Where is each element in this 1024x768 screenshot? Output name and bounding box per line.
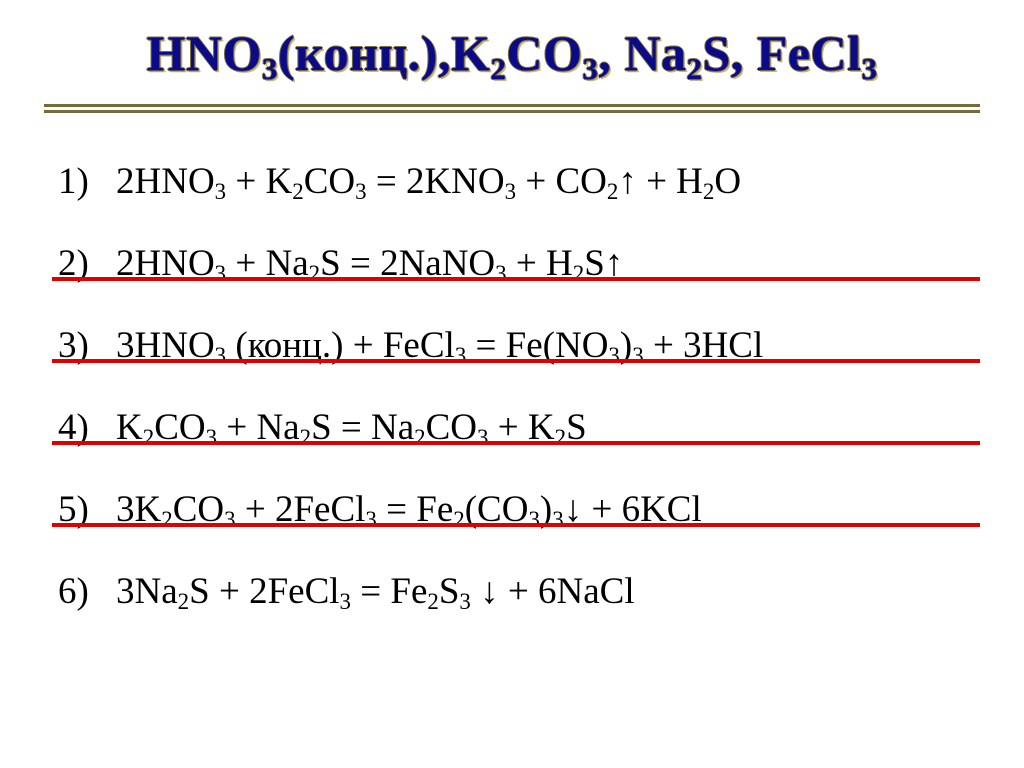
equation-text: K2CO3 + Na2S = Na2CO3 + K2S xyxy=(116,406,984,449)
equation-row: 3)3HNO3 (конц.) + FeCl3 = Fe(NO3)3 + 3HC… xyxy=(58,324,984,406)
equation-text: 3K2CO3 + 2FeCl3 = Fe2(CO3)3↓ + 6KCl xyxy=(116,488,984,531)
equation-number: 4) xyxy=(58,406,116,449)
equation-row: 5)3K2CO3 + 2FeCl3 = Fe2(CO3)3↓ + 6KCl xyxy=(58,488,984,570)
slide: HNO3(конц.),K2CO3, Na2S, FeCl3 1)2HNO3 +… xyxy=(0,0,1024,768)
equation-number: 6) xyxy=(58,570,116,613)
equation-row: 2)2HNO3 + Na2S = 2NaNO3 + H2S↑ xyxy=(58,242,984,324)
equation-text: 2HNO3 + K2CO3 = 2KNO3 + CO2↑ + H2O xyxy=(116,160,984,203)
equation-row: 1)2HNO3 + K2CO3 = 2KNO3 + CO2↑ + H2O xyxy=(58,160,984,242)
equation-number: 2) xyxy=(58,242,116,285)
equation-row: 4)K2CO3 + Na2S = Na2CO3 + K2S xyxy=(58,406,984,488)
equation-number: 3) xyxy=(58,324,116,367)
equation-text: 2HNO3 + Na2S = 2NaNO3 + H2S↑ xyxy=(116,242,984,285)
title-divider-top xyxy=(44,104,980,107)
equation-text: 3Na2S + 2FeCl3 = Fe2S3 ↓ + 6NaCl xyxy=(116,570,984,613)
slide-title-text: HNO3(конц.),K2CO3, Na2S, FeCl3 xyxy=(146,25,877,81)
equation-text: 3HNO3 (конц.) + FeCl3 = Fe(NO3)3 + 3HCl xyxy=(116,324,984,367)
equation-number: 1) xyxy=(58,160,116,203)
equation-list: 1)2HNO3 + K2CO3 = 2KNO3 + CO2↑ + H2O2)2H… xyxy=(58,160,984,652)
slide-title: HNO3(конц.),K2CO3, Na2S, FeCl3 xyxy=(0,26,1024,81)
equation-number: 5) xyxy=(58,488,116,531)
title-divider-bottom xyxy=(44,110,980,113)
equation-row: 6)3Na2S + 2FeCl3 = Fe2S3 ↓ + 6NaCl xyxy=(58,570,984,652)
